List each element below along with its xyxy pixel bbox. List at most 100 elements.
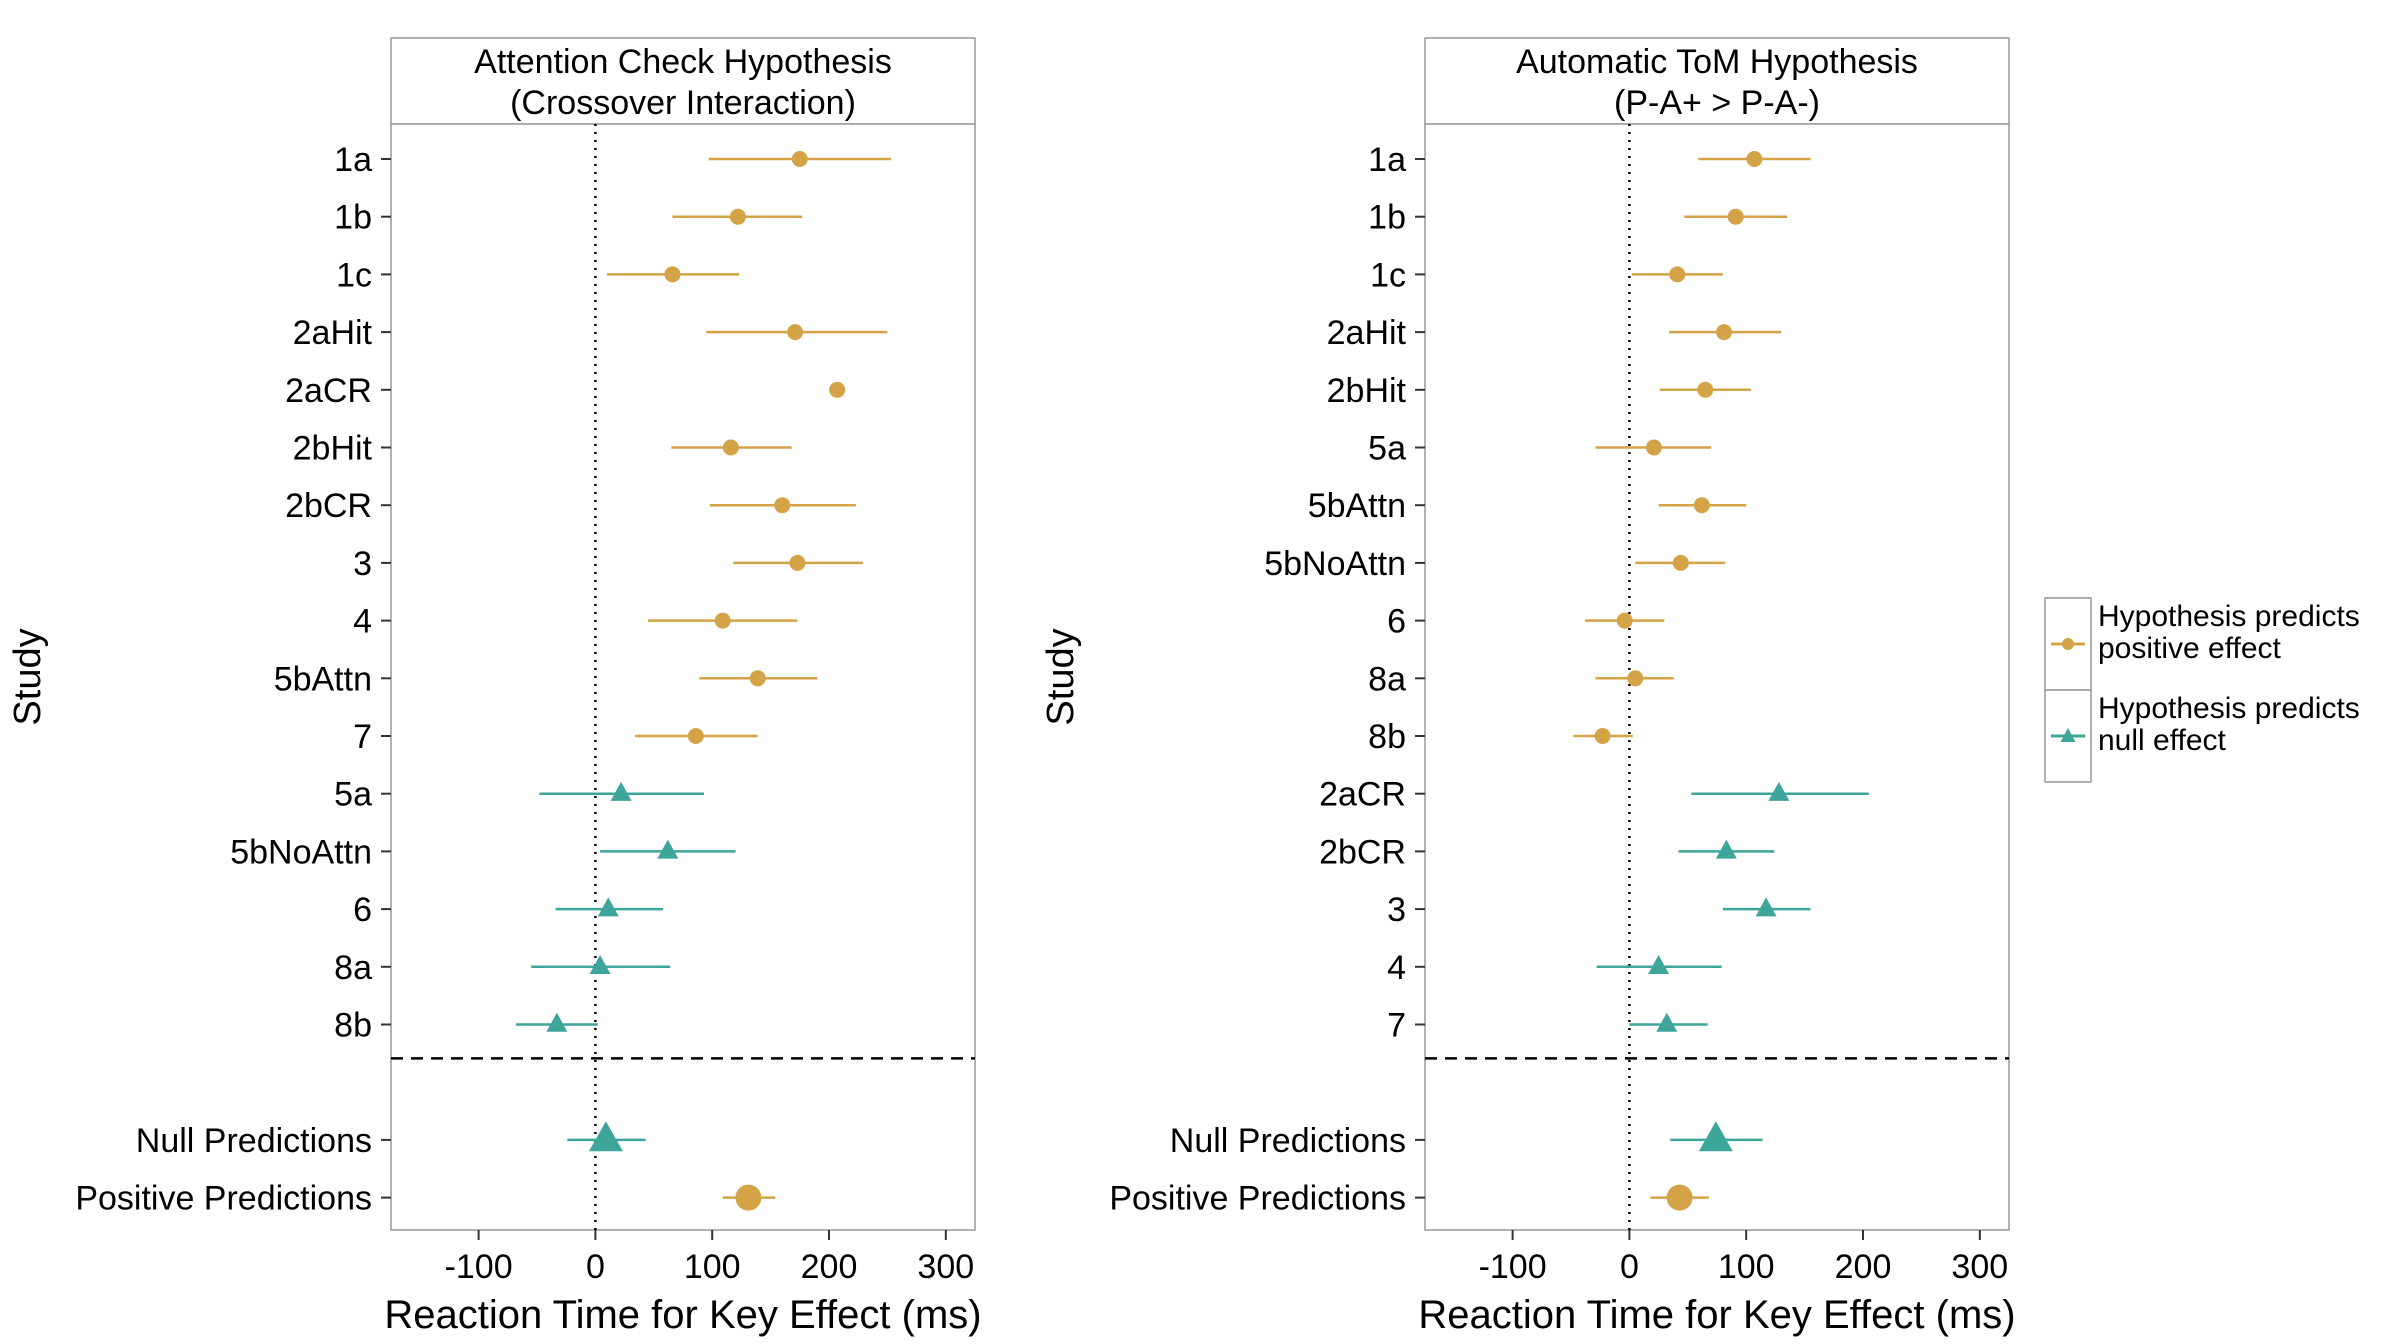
point-circle: [687, 728, 704, 744]
point-circle: [1627, 670, 1644, 687]
y-tick-label: 8a: [1368, 660, 1406, 698]
point-circle: [1697, 381, 1714, 398]
y-tick-label: 5bNoAttn: [1264, 545, 1406, 583]
y-tick-label: 2bCR: [285, 487, 372, 525]
y-tick-label: 3: [1387, 891, 1406, 929]
plot-area: [1424, 123, 2010, 1231]
x-tick-label: 300: [917, 1248, 974, 1286]
x-axis-title: Reaction Time for Key Effect (ms): [384, 1293, 981, 1337]
y-tick-label: 1b: [334, 199, 372, 237]
point-circle: [714, 612, 731, 629]
point-triangle: [657, 839, 679, 859]
x-tick-label: -100: [1479, 1248, 1547, 1286]
y-tick-label: 4: [353, 603, 372, 641]
panel-title-strip: [390, 37, 976, 125]
x-tick-label: 100: [684, 1248, 741, 1286]
point-triangle: [589, 955, 611, 975]
panel-attention-check: Attention Check Hypothesis (Crossover In…: [7, 37, 982, 1337]
y-tick-label: 5bAttn: [274, 660, 372, 698]
y-tick-label: 7: [1387, 1007, 1406, 1045]
point-circle: [787, 324, 804, 341]
point-triangle: [1656, 1012, 1678, 1032]
x-tick-label: 100: [1718, 1248, 1775, 1286]
point-circle: [1672, 554, 1689, 571]
y-tick-label: Positive Predictions: [75, 1180, 372, 1218]
y-tick-label: 1b: [1368, 199, 1406, 237]
legend-triangle-icon: [2060, 728, 2076, 742]
plot-marks: -100 0 100 200 300 1a 1b 1c 2aHit 2bHit 5a 5bAttn 5b…: [1109, 124, 2009, 1286]
point-circle: [1746, 151, 1763, 167]
y-tick-label: 5a: [1368, 430, 1406, 468]
legend: Hypothesis predicts positive effect Hypo…: [2044, 597, 2360, 783]
y-tick-label: 4: [1387, 949, 1406, 987]
point-circle: [829, 381, 846, 398]
y-tick-label: 1a: [1368, 141, 1406, 179]
y-axis-title: Study: [1040, 628, 1082, 725]
point-circle: [1693, 497, 1710, 514]
panel-title-line2: (P-A+ > P-A-): [1614, 84, 1820, 122]
y-tick-label: Null Predictions: [136, 1122, 372, 1160]
y-tick-label: 5a: [334, 776, 372, 814]
point-circle: [722, 439, 739, 456]
panel-title-line2: (Crossover Interaction): [510, 84, 856, 122]
y-tick-label: 2aCR: [1319, 776, 1406, 814]
point-triangle: [597, 897, 619, 917]
point-circle: [735, 1184, 762, 1211]
x-tick-label: 0: [1620, 1248, 1639, 1286]
y-tick-label: 6: [353, 891, 372, 929]
y-axis-title: Study: [7, 628, 49, 725]
y-tick-label: 2aHit: [1327, 314, 1407, 352]
point-triangle: [1698, 1121, 1733, 1152]
y-tick-label: 1c: [336, 256, 372, 294]
x-tick-label: 200: [801, 1248, 858, 1286]
y-tick-label: 1c: [1370, 256, 1406, 294]
point-triangle: [588, 1121, 623, 1152]
point-circle: [664, 266, 681, 283]
panel-title-line1: Automatic ToM Hypothesis: [1516, 43, 1918, 81]
point-circle: [1645, 439, 1662, 456]
y-tick-label: 2aHit: [293, 314, 373, 352]
x-tick-label: 200: [1835, 1248, 1892, 1286]
point-triangle: [1768, 781, 1790, 801]
x-tick-label: 0: [586, 1248, 605, 1286]
y-tick-label: 2bHit: [293, 430, 373, 468]
point-triangle: [1715, 839, 1737, 859]
y-tick-label: 3: [353, 545, 372, 583]
x-tick-label: 300: [1951, 1248, 2008, 1286]
y-tick-label: 7: [353, 718, 372, 756]
point-circle: [1716, 324, 1733, 341]
point-circle: [1616, 612, 1633, 629]
y-tick-label: 2bHit: [1327, 372, 1407, 410]
point-circle: [1669, 266, 1686, 283]
y-tick-label: 8b: [334, 1007, 372, 1045]
point-triangle: [1755, 897, 1777, 917]
y-tick-label: 1a: [334, 141, 372, 179]
point-triangle: [546, 1012, 568, 1032]
point-circle: [774, 497, 791, 514]
point-triangle: [1648, 955, 1670, 975]
point-circle: [749, 670, 766, 687]
y-tick-label: 2bCR: [1319, 833, 1406, 871]
legend-label-null-line1: Hypothesis predicts: [2098, 692, 2360, 725]
plot-area: [390, 123, 976, 1231]
plot-marks: -100 0 100 200 300 1a 1b 1c 2aHit 2aCR 2bHit 2bCR 3 4…: [75, 124, 975, 1286]
point-circle: [789, 554, 806, 571]
y-tick-label: 8b: [1368, 718, 1406, 756]
point-triangle: [610, 781, 632, 801]
point-circle: [1666, 1184, 1693, 1211]
y-tick-label: Null Predictions: [1170, 1122, 1406, 1160]
x-tick-label: -100: [445, 1248, 513, 1286]
y-tick-label: Positive Predictions: [1109, 1180, 1406, 1218]
legend-label-null-line2: null effect: [2098, 724, 2227, 757]
y-tick-label: 5bAttn: [1308, 487, 1406, 525]
point-circle: [729, 208, 746, 225]
panel-automatic-tom: Automatic ToM Hypothesis (P-A+ > P-A-) S…: [1040, 37, 2016, 1337]
point-circle: [1594, 728, 1611, 744]
y-tick-label: 8a: [334, 949, 372, 987]
panel-title-line1: Attention Check Hypothesis: [474, 43, 892, 81]
legend-label-positive-line1: Hypothesis predicts: [2098, 600, 2360, 633]
legend-label-positive-line2: positive effect: [2098, 632, 2282, 665]
x-axis-title: Reaction Time for Key Effect (ms): [1418, 1293, 2015, 1337]
y-tick-label: 2aCR: [285, 372, 372, 410]
